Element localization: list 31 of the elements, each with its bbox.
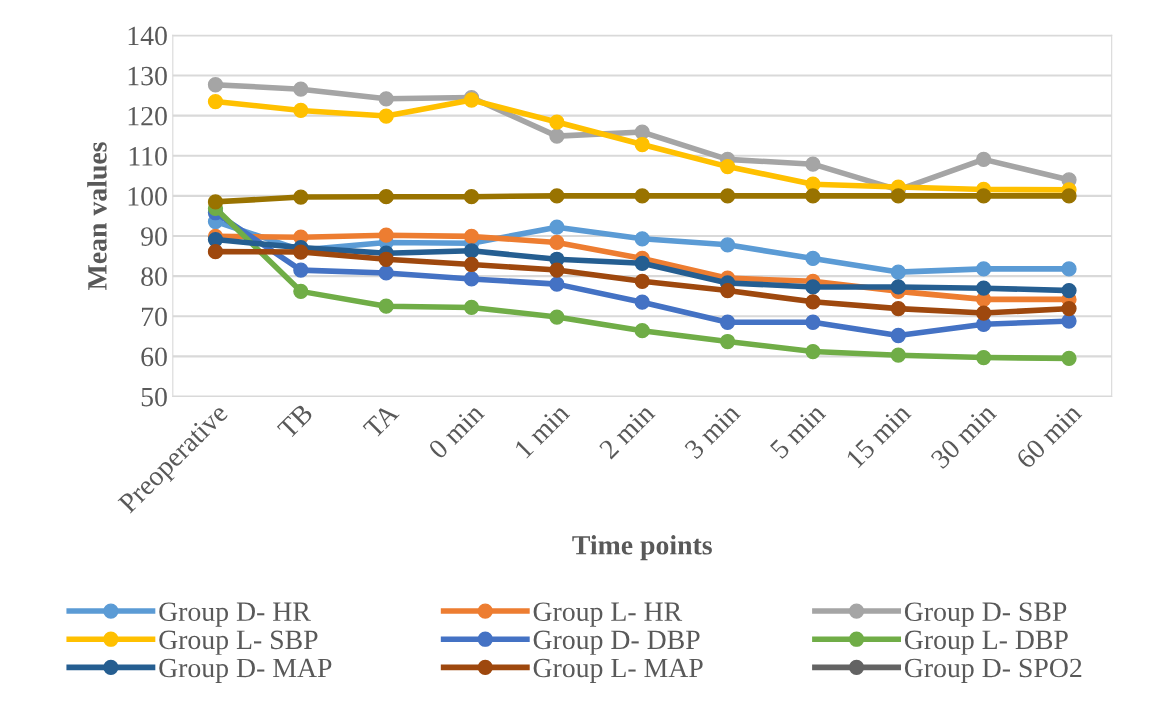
x-tick-label: TA (362, 402, 400, 440)
y-tick-label: 90 (141, 227, 167, 246)
legend-label: Group D- DBP (533, 630, 700, 655)
legend-label: Group L- MAP (533, 658, 703, 683)
y-tick-label: 50 (141, 387, 167, 407)
legend-label: Group L- SBP (159, 630, 318, 655)
x-axis-title: Time points (572, 535, 712, 561)
legend-label: Group D- MAP (159, 658, 332, 683)
legend-label: Group L- HR (533, 602, 683, 627)
y-tick-label: 130 (128, 66, 167, 86)
x-tick-label: 0 min (427, 402, 486, 460)
y-tick-label: 120 (128, 106, 167, 126)
x-tick-label: 15 min (845, 402, 912, 469)
x-tick-label: TB (276, 403, 314, 440)
x-tick-label: 1 min (513, 402, 571, 459)
y-axis-title: Mean values (87, 142, 107, 290)
x-tick-label: 3 min (683, 402, 742, 460)
y-tick-label: 80 (141, 267, 167, 287)
y-tick-label: 140 (128, 26, 167, 46)
y-tick-label: 70 (141, 307, 167, 327)
x-tick-label: 2 min (598, 402, 656, 460)
legend-label: Group D- SBP (904, 602, 1067, 627)
x-tick-label: 5 min (769, 402, 827, 460)
y-tick-label: 100 (128, 187, 167, 206)
y-tick-label: 110 (129, 146, 167, 166)
x-tick-label: 30 min (930, 402, 998, 470)
legend-label: Group L- DBP (904, 630, 1068, 655)
x-tick-label: 60 min (1015, 402, 1083, 470)
y-tick-label: 60 (141, 347, 167, 367)
legend-label: Group D- SPO2 (904, 658, 1082, 683)
legend-label: Group D- HR (159, 602, 311, 627)
